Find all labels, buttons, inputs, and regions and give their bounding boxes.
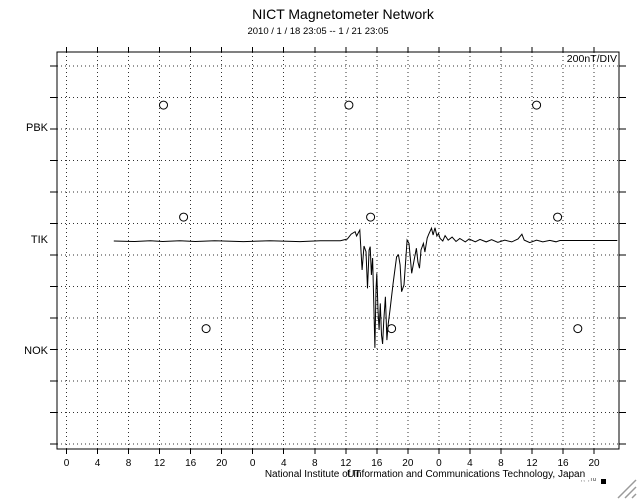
station-label-pbk: PBK (25, 122, 48, 134)
hour-tick-label: 16 (185, 458, 197, 469)
hour-tick-label: 12 (340, 458, 352, 469)
hour-tick-label: 16 (557, 458, 569, 469)
station-label-nok: NOK (24, 345, 48, 357)
x-axis-unit-label: UT (347, 468, 361, 480)
midnight-marker-pbk (344, 100, 354, 110)
scale-per-division-label: 200nT/DIV (566, 53, 617, 65)
midnight-marker-nok (387, 324, 397, 334)
hour-tick-label: 8 (126, 458, 132, 469)
midnight-marker-pbk (159, 100, 168, 110)
page-title: NICT Magnetometer Network (252, 6, 434, 22)
hour-tick-label: 0 (436, 458, 442, 469)
hour-tick-label: 20 (402, 458, 414, 469)
hour-tick-label: 0 (64, 458, 70, 469)
hour-tick-label: 8 (312, 458, 318, 469)
midnight-marker-nok (573, 324, 583, 334)
hour-tick-label: 20 (216, 458, 228, 469)
hour-tick-label: 8 (498, 458, 504, 469)
plot-border (56, 51, 620, 450)
hour-tick-label: 12 (154, 458, 166, 469)
midnight-marker-tik (366, 212, 376, 222)
date-range-subtitle: 2010 / 1 / 18 23:05 -- 1 / 21 23:05 (247, 26, 389, 37)
fine-print: ,, ,ıu (581, 477, 597, 483)
hour-tick-label: 12 (526, 458, 538, 469)
hour-tick-label: 4 (467, 458, 473, 469)
footer-credit: National Institute of Information and Co… (264, 469, 586, 480)
hour-tick-label: 20 (588, 458, 600, 469)
midnight-marker-tik (179, 212, 189, 222)
station-label-tik: TIK (30, 234, 48, 246)
resize-grip-icon[interactable] (612, 478, 640, 500)
tik-trace (113, 226, 618, 348)
hour-tick-label: 0 (250, 458, 256, 469)
midnight-marker-tik (553, 212, 563, 222)
hour-tick-label: 4 (95, 458, 101, 469)
hour-tick-label: 16 (371, 458, 383, 469)
midnight-marker-nok (201, 324, 211, 334)
midnight-marker-pbk (532, 100, 542, 110)
fine-print-square (601, 479, 606, 484)
hour-tick-label: 4 (281, 458, 287, 469)
